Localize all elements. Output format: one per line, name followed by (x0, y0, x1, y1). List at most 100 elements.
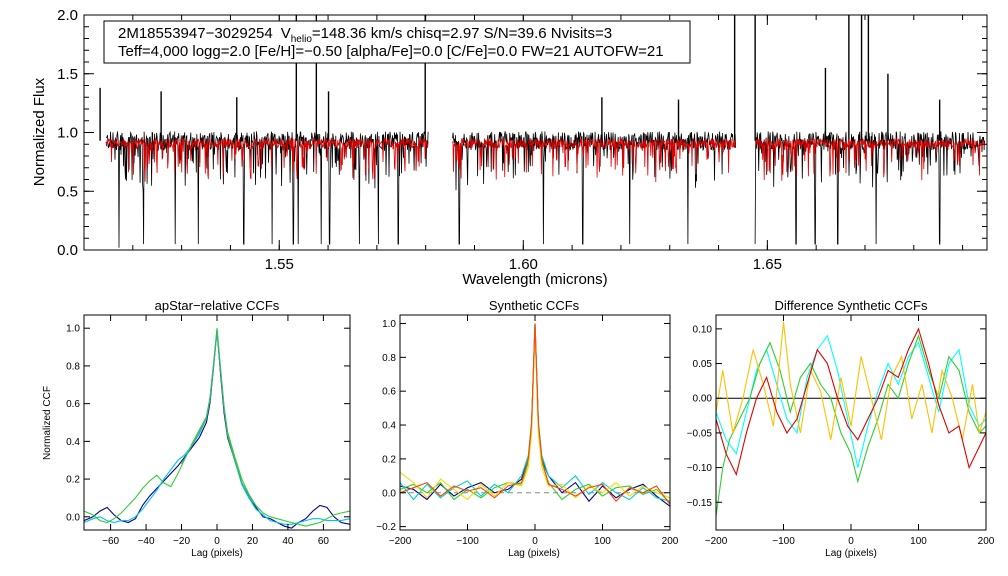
spectrum-x-axis-label: Wavelength (microns) (462, 271, 607, 288)
ccf-series-line-visit2 (83, 328, 351, 527)
ccf-series-line-visit2 (715, 334, 987, 517)
y-tick-label: −0.05 (687, 428, 713, 439)
x-tick-label: 200 (662, 536, 679, 547)
x-tick-label: −100 (456, 536, 479, 547)
star-id: 2M18553947−3029254 (118, 25, 273, 42)
x-tick-label: 0 (848, 536, 854, 547)
y-tick-label: 0.2 (66, 475, 80, 486)
y-tick-label: 0.00 (693, 394, 713, 405)
x-tick-label: 200 (978, 536, 995, 547)
x-tick-label: −200 (705, 536, 728, 547)
spectrum-ticks (83, 14, 987, 251)
info-line-2: Teff=4,000 logg=2.0 [Fe/H]=−0.50 [alpha/… (118, 43, 664, 60)
apstar-ccf-y-tick-labels: 0.0 0.2 0.4 0.6 0.8 1.0 (66, 324, 80, 524)
x-tick-label: 20 (247, 536, 259, 547)
info-box-frame (103, 20, 691, 64)
synthetic-ccf-lines (399, 323, 671, 507)
synthetic-ccf-panel: Synthetic CCFs −200 −100 0 100 200 −0.2 0.0 0.… (376, 298, 679, 559)
ccf-series-line-combined (83, 330, 351, 529)
spectrum-y-tick-label: 1.5 (57, 66, 78, 83)
y-tick-label: 0.10 (693, 324, 713, 335)
v-helio-label: V (281, 25, 291, 42)
spectrum-observed-chip-3 (754, 131, 985, 245)
spectrum-model-chip-1 (105, 137, 429, 182)
ccf-series-line-visit3 (715, 321, 987, 440)
y-tick-label: 0.6 (66, 399, 80, 410)
apstar-ccf-frame (83, 314, 351, 531)
synthetic-ccf-y-tick-labels: −0.2 0.0 0.2 0.4 0.6 0.8 1.0 (376, 319, 396, 533)
x-tick-label: −200 (389, 536, 412, 547)
x-tick-label: 40 (282, 536, 294, 547)
difference-ccf-x-tick-labels: −200 −100 0 100 200 (705, 536, 995, 547)
ccf-series-line-visit1 (83, 330, 351, 525)
apstar-ccf-title: apStar−relative CCFs (155, 298, 280, 313)
v-helio-value: =148.36 km/s chisq=2.97 S/N=39.6 Nvisits… (312, 25, 612, 42)
apstar-ccf-x-tick-labels: −60 −40 −20 0 20 40 60 (102, 536, 329, 547)
ccf-series-line-visit2 (399, 326, 671, 504)
spectrum-x-tick-label: 1.65 (753, 256, 782, 273)
difference-ccf-y-tick-labels: −0.15 −0.10 −0.05 0.00 0.05 0.10 (687, 324, 713, 508)
synthetic-ccf-ticks (399, 315, 671, 530)
spectrum-y-tick-label: 1.0 (57, 125, 78, 142)
spectrum-observed-chip-1 (105, 130, 429, 248)
y-tick-label: −0.10 (687, 463, 713, 474)
y-tick-label: −0.2 (376, 522, 396, 533)
y-tick-label: 0.2 (382, 454, 396, 465)
x-tick-label: −60 (102, 536, 119, 547)
synthetic-ccf-title: Synthetic CCFs (489, 298, 580, 313)
spectrum-y-axis-label: Normalized Flux (31, 77, 48, 186)
y-tick-label: 0.0 (382, 488, 396, 499)
difference-ccf-lines (715, 321, 987, 517)
info-line-1: 2M18553947−3029254 Vhelio=148.36 km/s chi… (118, 25, 612, 45)
x-tick-label: −40 (138, 536, 155, 547)
difference-ccf-title: Difference Synthetic CCFs (775, 298, 928, 313)
spectrum-model-chip-3 (755, 137, 985, 181)
x-tick-label: −100 (772, 536, 795, 547)
spectrum-x-tick-labels: 1.55 1.60 1.65 (265, 256, 782, 273)
spectrum-x-tick-label: 1.60 (509, 256, 538, 273)
apstar-ccf-x-axis-label: Lag (pixels) (191, 548, 243, 559)
y-tick-label: 0.8 (66, 361, 80, 372)
y-tick-label: 0.6 (382, 387, 396, 398)
synthetic-ccf-x-axis-label: Lag (pixels) (508, 548, 560, 559)
difference-ccf-panel: Difference Synthetic CCFs −200 −100 0 100 20… (687, 298, 995, 559)
difference-ccf-ticks (715, 315, 987, 530)
difference-ccf-x-axis-label: Lag (pixels) (825, 548, 877, 559)
y-tick-label: −0.15 (687, 498, 713, 509)
spectrum-model-chip-2 (452, 137, 736, 183)
x-tick-label: 0 (214, 536, 220, 547)
ccf-series-line-visit3 (181, 331, 253, 502)
spectrum-panel: 1.55 1.60 1.65 0.0 0.5 1.0 1.5 2.0 Wavelengt… (31, 7, 988, 288)
y-tick-label: 1.0 (66, 324, 80, 335)
ccf-series-line-visit1 (715, 334, 987, 468)
x-tick-label: 100 (594, 536, 611, 547)
y-tick-label: 1.0 (382, 319, 396, 330)
apstar-ccf-panel: apStar−relative CCFs −60 −40 −20 0 20 40 60 0.… (42, 298, 351, 559)
y-tick-label: 0.4 (66, 437, 80, 448)
spectrum-red-series (105, 137, 985, 183)
y-tick-label: 0.0 (66, 512, 80, 523)
apstar-ccf-lines (83, 328, 351, 529)
ccf-series-line-visit4 (715, 327, 987, 477)
apstar-ccf-y-axis-label: Normalized CCF (42, 386, 53, 460)
spectrum-y-tick-labels: 0.0 0.5 1.0 1.5 2.0 (57, 7, 78, 259)
y-tick-label: 0.8 (382, 353, 396, 364)
y-tick-label: 0.05 (693, 359, 713, 370)
spectrum-y-tick-label: 0.5 (57, 183, 78, 200)
ccf-series-line-visit4 (399, 323, 671, 505)
x-tick-label: 100 (910, 536, 927, 547)
spectrum-y-tick-label: 0.0 (57, 242, 78, 259)
x-tick-label: −20 (173, 536, 190, 547)
spectrum-observed-chip-2 (452, 131, 736, 245)
ccf-series-line-visit3 (399, 328, 671, 501)
x-tick-label: 0 (532, 536, 538, 547)
v-helio-subscript: helio (291, 34, 313, 45)
spectrum-info-box: 2M18553947−3029254 Vhelio=148.36 km/s chi… (103, 20, 691, 64)
spectrum-x-tick-label: 1.55 (265, 256, 294, 273)
synthetic-ccf-x-tick-labels: −200 −100 0 100 200 (389, 536, 679, 547)
x-tick-label: 60 (318, 536, 330, 547)
y-tick-label: 0.4 (382, 421, 396, 432)
ccf-series-line-visit1 (399, 325, 671, 502)
spectrum-y-tick-label: 2.0 (57, 7, 78, 24)
